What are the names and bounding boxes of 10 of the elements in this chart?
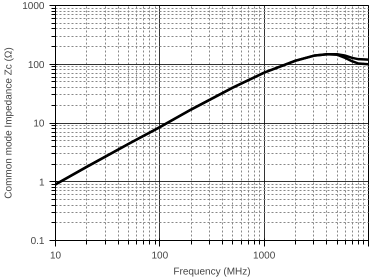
x-tick-label: 1000	[253, 250, 276, 262]
y-tick-label: 1000	[22, 1, 45, 12]
y-tick-label: 100	[28, 60, 45, 71]
x-axis-title: Frequency (MHz)	[173, 266, 251, 278]
x-tick-label: 10	[50, 250, 62, 262]
y-tick-label: 0.1	[30, 236, 45, 247]
y-axis-title: Common mode Impedance Zc (Ω)	[3, 47, 14, 199]
y-tick-label: 10	[33, 118, 45, 130]
y-tick-label: 1	[38, 177, 45, 188]
x-tick-label: 100	[151, 250, 169, 262]
